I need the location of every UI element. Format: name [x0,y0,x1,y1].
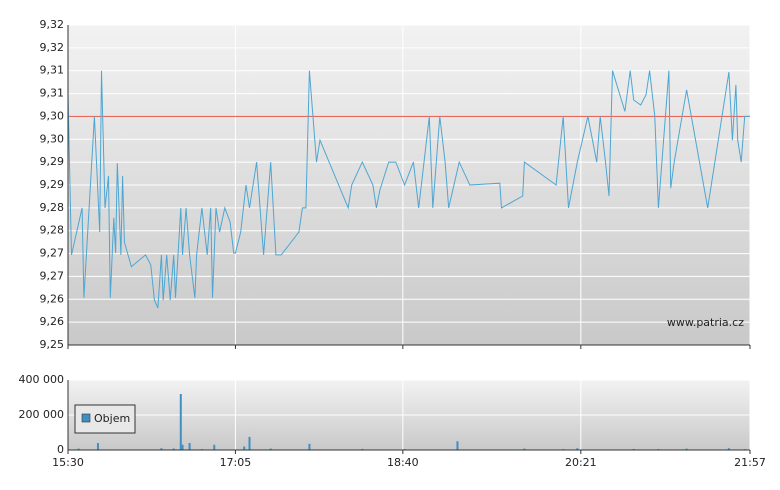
volume-bar [576,448,579,450]
price-line [67,70,750,309]
y-tick-label: 9,29 [40,155,65,168]
volume-bar [179,394,182,450]
y-tick-label: 9,31 [40,87,65,100]
y-tick-label: 9,27 [40,269,65,282]
volume-bar [172,448,175,450]
y-tick-label: 0 [57,443,64,456]
volume-bar [243,446,246,450]
y-tick-label: 400 000 [19,373,65,386]
y-tick-label: 9,28 [40,201,65,214]
y-tick-label: 9,30 [40,132,65,145]
volume-bar [96,443,99,450]
x-tick-label: 17:05 [220,456,252,469]
volume-bar [188,443,191,450]
y-tick-label: 200 000 [19,408,65,421]
volume-bar [160,448,163,450]
volume-bar [181,444,184,450]
y-tick-label: 9,28 [40,224,65,237]
volume-bar [269,448,272,450]
y-tick-label: 9,26 [40,315,65,328]
y-tick-label: 9,27 [40,247,65,260]
y-tick-label: 9,25 [40,338,65,351]
volume-bar [632,448,635,450]
volume-bar [77,448,80,450]
legend-label: Objem [94,412,130,425]
volume-bar [523,448,526,450]
volume-bar [248,436,251,450]
x-tick-label: 18:40 [387,456,419,469]
volume-bar [361,448,364,450]
y-tick-label: 9,30 [40,109,65,122]
y-tick-label: 9,31 [40,64,65,77]
y-tick-label: 9,26 [40,292,65,305]
watermark: www.patria.cz [667,316,744,329]
volume-bar [213,444,216,450]
volume-bar [308,443,311,450]
x-tick-label: 15:30 [52,456,84,469]
legend-swatch [81,413,91,423]
volume-bar [685,448,688,450]
y-tick-label: 9,32 [40,41,65,54]
x-tick-label: 21:57 [734,456,766,469]
volume-bar [727,448,730,450]
y-tick-label: 9,29 [40,178,65,191]
x-tick-label: 20:21 [565,456,597,469]
volume-bar [456,441,459,450]
y-tick-label: 9,32 [40,18,65,31]
